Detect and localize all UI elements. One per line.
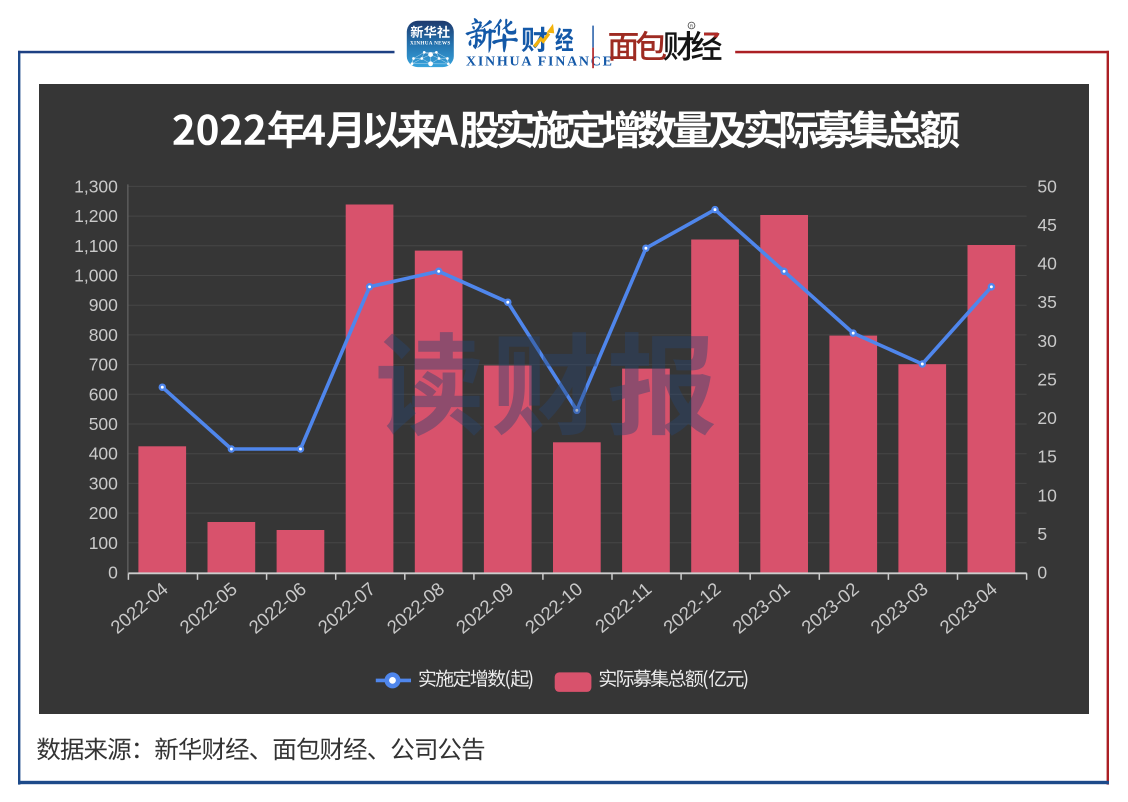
svg-text:35: 35 <box>1037 292 1056 312</box>
svg-text:400: 400 <box>89 444 118 464</box>
svg-text:0: 0 <box>1037 563 1047 583</box>
svg-text:50: 50 <box>1037 176 1057 196</box>
svg-text:0: 0 <box>108 563 118 583</box>
svg-text:1,200: 1,200 <box>74 206 118 226</box>
svg-text:100: 100 <box>89 533 118 553</box>
svg-text:1,000: 1,000 <box>74 266 118 286</box>
svg-text:25: 25 <box>1037 369 1056 389</box>
svg-text:600: 600 <box>89 384 118 404</box>
svg-text:10: 10 <box>1037 485 1057 505</box>
svg-text:XINHUA FINANCE: XINHUA FINANCE <box>466 55 612 70</box>
svg-text:30: 30 <box>1037 331 1057 351</box>
svg-text:45: 45 <box>1037 215 1056 235</box>
svg-text:XINHUA NEWS: XINHUA NEWS <box>410 41 451 47</box>
svg-text:900: 900 <box>89 295 118 315</box>
svg-text:200: 200 <box>89 503 118 523</box>
svg-text:800: 800 <box>89 325 118 345</box>
svg-text:1,300: 1,300 <box>74 176 118 196</box>
svg-text:500: 500 <box>89 414 118 434</box>
svg-text:300: 300 <box>89 473 118 493</box>
svg-text:15: 15 <box>1037 447 1056 467</box>
svg-text:40: 40 <box>1037 254 1057 274</box>
svg-text:1,100: 1,100 <box>74 236 118 256</box>
svg-text:700: 700 <box>89 355 118 375</box>
svg-text:5: 5 <box>1037 524 1047 544</box>
svg-text:R: R <box>690 24 694 29</box>
svg-text:20: 20 <box>1037 408 1057 428</box>
